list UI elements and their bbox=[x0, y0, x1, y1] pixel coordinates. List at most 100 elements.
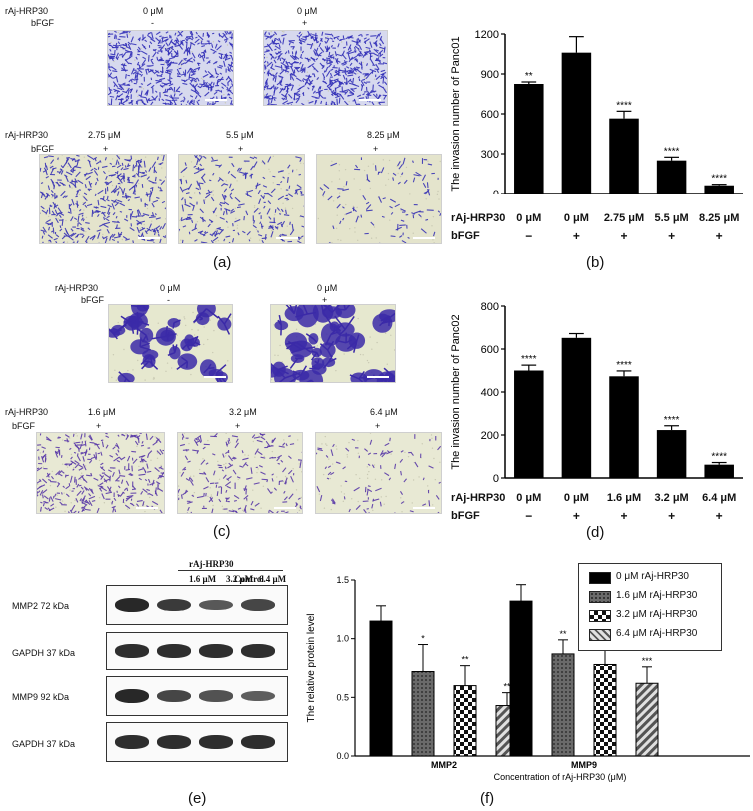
treatment-label: rAj-HRP30 bbox=[451, 212, 506, 224]
y-tick-label: 600 bbox=[481, 344, 499, 356]
bar bbox=[509, 600, 533, 757]
significance-label: **** bbox=[664, 415, 680, 426]
significance-label: ** bbox=[525, 71, 533, 82]
x-bfgf-sign: + bbox=[572, 229, 580, 243]
category-label: MMP2 bbox=[431, 760, 457, 770]
protein-band bbox=[115, 598, 149, 612]
significance-label: **** bbox=[616, 360, 632, 371]
lane-label: Control bbox=[234, 574, 264, 584]
panel-letter: (b) bbox=[586, 254, 605, 271]
x-bfgf-sign: + bbox=[572, 509, 580, 523]
legend: 0 μM rAj-HRP30 1.6 μM rAj-HRP30 3.2 μM r… bbox=[578, 563, 722, 651]
bar bbox=[551, 653, 575, 757]
bfgf-label: bFGF bbox=[451, 510, 480, 522]
bar bbox=[635, 682, 659, 757]
bfgf-sign: + bbox=[96, 421, 102, 431]
bar bbox=[514, 370, 544, 478]
panel-letter: (d) bbox=[586, 524, 605, 541]
bar bbox=[704, 185, 734, 194]
x-treatment-label: 0 μM bbox=[516, 212, 542, 224]
blot-label: MMP9 92 kDa bbox=[12, 692, 70, 702]
bfgf-label: bFGF bbox=[31, 18, 55, 28]
western-blot-mmp9 bbox=[106, 676, 288, 716]
y-axis-label: The invasion number of Panc01 bbox=[450, 36, 462, 191]
y-tick-label: 1.0 bbox=[336, 634, 349, 644]
protein-band bbox=[157, 690, 191, 702]
protein-band bbox=[241, 735, 275, 749]
x-axis-label: Concentration of rAj-HRP30 (μM) bbox=[494, 772, 627, 782]
bar bbox=[609, 118, 639, 194]
conc-label: 8.25 μM bbox=[367, 130, 400, 140]
blot-label: GAPDH 37 kDa bbox=[12, 648, 76, 658]
significance-label: **** bbox=[711, 452, 727, 463]
significance-label: *** bbox=[642, 656, 653, 666]
y-tick-label: 900 bbox=[481, 69, 499, 81]
x-bfgf-sign: + bbox=[620, 509, 628, 523]
legend-swatch bbox=[589, 610, 611, 622]
legend-swatch bbox=[589, 629, 611, 641]
treatment-label: rAj-HRP30 bbox=[451, 492, 506, 504]
legend-label: 6.4 μM rAj-HRP30 bbox=[616, 628, 698, 639]
micrograph bbox=[263, 30, 388, 106]
bfgf-sign: + bbox=[373, 144, 379, 154]
bar bbox=[369, 620, 393, 757]
lane-label: 3.2 μM bbox=[226, 574, 254, 584]
x-bfgf-sign: + bbox=[620, 229, 628, 243]
bar bbox=[656, 160, 687, 194]
treatment-label: rAj-HRP30 bbox=[5, 407, 49, 417]
western-blot-mmp2 bbox=[106, 585, 288, 625]
x-treatment-label: 8.25 μM bbox=[699, 212, 740, 224]
y-tick-label: 0.5 bbox=[336, 692, 349, 702]
x-treatment-label: 2.75 μM bbox=[603, 212, 645, 224]
significance-label: ** bbox=[559, 629, 567, 639]
protein-band bbox=[199, 735, 233, 749]
x-bfgf-sign: + bbox=[668, 229, 676, 243]
bar bbox=[453, 685, 477, 757]
western-blot-gapdh bbox=[106, 632, 288, 670]
micrograph bbox=[316, 154, 442, 244]
y-tick-label: 600 bbox=[481, 109, 499, 121]
conc-label: 5.5 μM bbox=[226, 130, 254, 140]
protein-band bbox=[157, 644, 191, 658]
protein-band bbox=[115, 735, 149, 749]
x-bfgf-sign: + bbox=[668, 509, 676, 523]
invasion-chart-panc02: The invasion number of Panc02 0 200 400 600 8… bbox=[450, 301, 743, 482]
bar bbox=[609, 376, 639, 478]
significance-label: **** bbox=[711, 174, 727, 185]
bfgf-sign: + bbox=[235, 421, 241, 431]
lane-label: 1.6 μM bbox=[189, 574, 217, 584]
significance-label: **** bbox=[616, 100, 632, 111]
legend-label: 0 μM rAj-HRP30 bbox=[616, 571, 689, 582]
blot-label: MMP2 72 kDa bbox=[12, 601, 70, 611]
bar bbox=[656, 430, 687, 478]
bar bbox=[593, 663, 617, 757]
bfgf-sign: + bbox=[302, 18, 308, 28]
bfgf-sign: + bbox=[238, 144, 244, 154]
protein-band bbox=[199, 644, 233, 658]
y-tick-label: 1.5 bbox=[336, 575, 349, 585]
x-treatment-label: 3.2 μM bbox=[654, 492, 689, 504]
bar bbox=[704, 464, 734, 478]
blot-label: GAPDH 37 kDa bbox=[12, 739, 76, 749]
significance-label: **** bbox=[521, 354, 537, 365]
protein-band bbox=[241, 599, 275, 611]
conc-label: 0 μM bbox=[297, 6, 318, 16]
x-treatment-label: 1.6 μM bbox=[606, 492, 642, 504]
x-treatment-label: 0 μM bbox=[516, 492, 542, 504]
y-tick-label: 300 bbox=[481, 149, 499, 161]
y-tick-label: 1200 bbox=[475, 29, 499, 41]
x-bfgf-sign: + bbox=[715, 509, 723, 523]
bfgf-sign: + bbox=[322, 295, 328, 305]
micrograph bbox=[39, 154, 167, 244]
protein-band bbox=[199, 599, 233, 611]
conc-label: 6.4 μM bbox=[370, 407, 398, 417]
micrograph bbox=[107, 30, 234, 106]
protein-band bbox=[115, 689, 149, 703]
y-tick-label: 0 bbox=[493, 189, 499, 194]
panel-letter: (e) bbox=[188, 790, 207, 807]
bfgf-label: bFGF bbox=[12, 421, 36, 431]
protein-band bbox=[157, 598, 191, 612]
bfgf-sign: + bbox=[375, 421, 381, 431]
y-tick-label: 800 bbox=[481, 301, 499, 313]
protein-band bbox=[241, 644, 275, 658]
